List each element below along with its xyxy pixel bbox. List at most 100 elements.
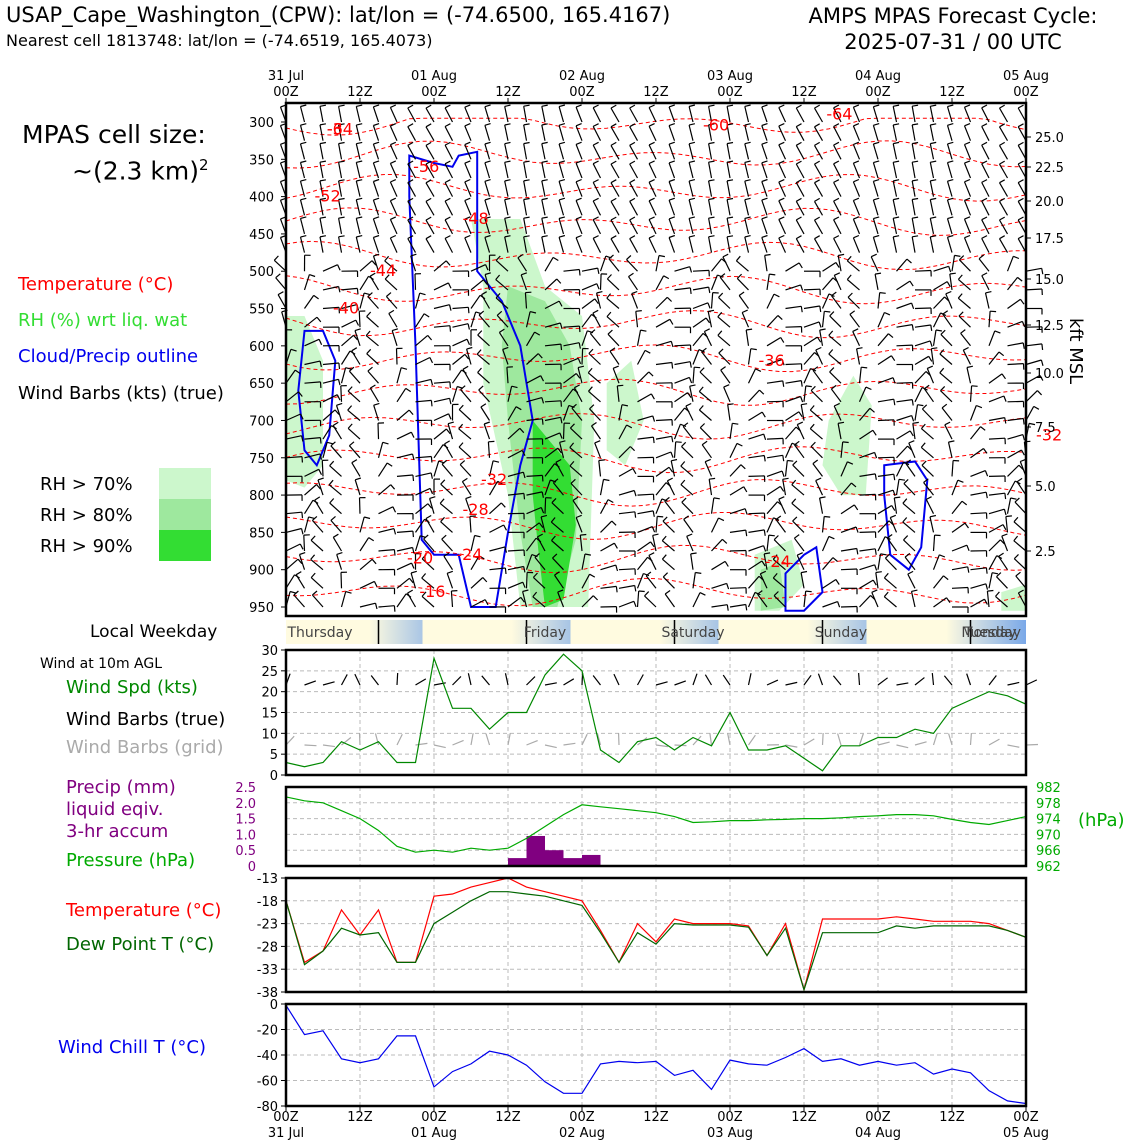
wind-barb [444, 104, 454, 123]
barb-shaft [447, 423, 454, 440]
wind-barb [507, 385, 518, 402]
wind-barb [592, 216, 602, 235]
weekday-name: Sunday [815, 625, 867, 641]
barb-flag [541, 235, 548, 238]
wind-barb [391, 328, 399, 346]
barb-flag [338, 123, 345, 126]
barb-shaft [744, 218, 750, 235]
wind-barb [355, 179, 363, 197]
wind-barb [451, 403, 459, 421]
barb-shaft [766, 437, 784, 440]
barb-shaft [304, 437, 321, 440]
barb-flag [775, 515, 782, 520]
wind-barb [558, 179, 566, 197]
wind-barb [396, 453, 415, 460]
barb-flag [890, 355, 896, 362]
wind-barb [606, 293, 620, 309]
barb-shaft [425, 107, 435, 123]
wind-barb [795, 179, 805, 197]
wind-barb [929, 104, 937, 123]
barb-flag [780, 337, 785, 343]
barb-flag [985, 492, 988, 499]
barb-flag [444, 160, 451, 165]
barb-shaft [744, 124, 750, 141]
barb-flag [814, 104, 820, 109]
wind-barb [550, 517, 564, 533]
barb-shaft [348, 445, 361, 459]
wind-barb [285, 413, 304, 422]
wind-barb [833, 141, 842, 160]
wind-barb [998, 123, 1009, 141]
sfc-barb-grid [396, 733, 403, 746]
wind-barb [726, 123, 734, 141]
wind-barb [778, 160, 787, 179]
barb-shaft [946, 218, 953, 235]
barb-shaft [707, 311, 713, 328]
barb-shaft [462, 369, 472, 384]
wind-barb [303, 254, 311, 272]
barb-flag [356, 123, 363, 126]
barb-shaft [637, 526, 653, 533]
barb-flag [853, 234, 860, 239]
barb-flag [590, 329, 596, 334]
wind-barb [821, 535, 835, 552]
barb-flag [873, 160, 880, 164]
barb-shaft [766, 293, 775, 309]
wind-barb [544, 343, 563, 351]
barb-flag [464, 160, 471, 164]
barb-shaft [299, 162, 306, 179]
barb-shaft [748, 454, 765, 459]
wind-barb [872, 141, 880, 160]
sfc-barb-true [1007, 681, 1020, 686]
barb-shaft [963, 200, 972, 216]
barb-shaft [929, 236, 935, 253]
wind-barb [358, 310, 366, 328]
barb-flag [393, 528, 397, 535]
barb-flag [888, 333, 894, 339]
bottom-hour-label: 12Z [347, 1110, 373, 1125]
barb-shaft [299, 199, 306, 216]
wind-barb [946, 234, 954, 253]
barb-flag [500, 502, 506, 508]
barb-shaft [778, 219, 787, 235]
barb-flag [648, 160, 655, 165]
wind-barb [552, 553, 564, 571]
barb-shaft [813, 219, 824, 235]
barb-shaft [929, 180, 935, 197]
barb-flag [478, 310, 485, 316]
barb-shaft [648, 144, 657, 160]
barb-flag [957, 274, 963, 280]
barb-shaft [484, 274, 491, 291]
wind-barb [981, 160, 990, 179]
barb-flag [610, 160, 617, 165]
wind-barb [544, 256, 559, 272]
wind-barb [870, 253, 879, 272]
barb-flag [575, 234, 582, 239]
wind-barb [351, 459, 361, 477]
barb-shaft [541, 143, 546, 160]
barb-flag [480, 403, 487, 408]
wind-barb [840, 526, 859, 533]
wind-barb [729, 603, 748, 611]
wind-barb [958, 255, 971, 272]
wind-barb [552, 478, 564, 496]
barb-shaft [970, 448, 984, 459]
barb-shaft [484, 218, 491, 235]
wind-barb [809, 423, 823, 440]
sfc-barb-true [988, 675, 997, 686]
wind-barb [285, 527, 304, 535]
wind-barb [504, 235, 511, 253]
barb-shaft [488, 460, 494, 477]
sfc-barb-grid [748, 734, 756, 746]
wind-barb [506, 366, 513, 384]
sfc-barb-grid [526, 739, 538, 746]
barb-flag [814, 179, 820, 184]
barb-flag [695, 571, 702, 574]
barb-shaft [470, 599, 486, 608]
pressure-tick-label: 300 [249, 116, 274, 131]
wind-barb [668, 216, 676, 235]
barb-shaft [925, 499, 935, 514]
wind-barb [389, 104, 398, 123]
bottom-hour-label: 12Z [939, 1110, 965, 1125]
barb-shaft [718, 296, 731, 309]
